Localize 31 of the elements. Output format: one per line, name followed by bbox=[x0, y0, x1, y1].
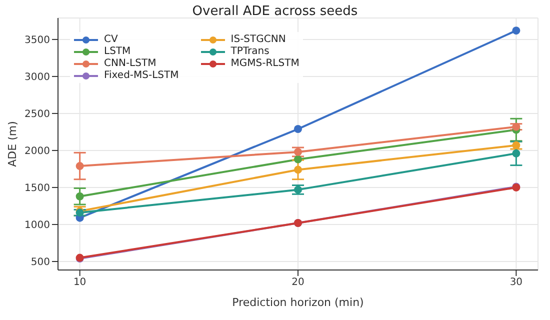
point bbox=[76, 162, 84, 170]
point bbox=[294, 148, 302, 156]
y-tick-label: 1000 bbox=[24, 220, 50, 232]
legend-label: TPTrans bbox=[230, 46, 270, 57]
y-tick-label: 3500 bbox=[24, 35, 50, 46]
legend-label: IS-STGCNN bbox=[230, 34, 286, 45]
point bbox=[294, 186, 302, 194]
legend-label: LSTM bbox=[104, 46, 131, 57]
x-tick-label: 30 bbox=[510, 277, 523, 288]
y-tick-label: 500 bbox=[30, 257, 50, 268]
legend-label: CNN-LSTM bbox=[104, 58, 156, 69]
legend-label: Fixed-MS-LSTM bbox=[104, 70, 179, 81]
legend-label: CV bbox=[104, 34, 118, 45]
x-axis-title: Prediction horizon (min) bbox=[232, 296, 364, 309]
point bbox=[76, 192, 84, 200]
point bbox=[512, 149, 520, 158]
point bbox=[512, 122, 520, 131]
point bbox=[294, 166, 302, 174]
y-tick-label: 1500 bbox=[24, 183, 50, 194]
x-tick-label: 10 bbox=[73, 277, 86, 288]
x-tick-label: 20 bbox=[292, 277, 304, 288]
chart-title: Overall ADE across seeds bbox=[191, 4, 359, 19]
y-tick-label: 3000 bbox=[24, 72, 50, 84]
y-tick-label: 2500 bbox=[24, 109, 50, 120]
y-tick-label: 2000 bbox=[24, 146, 50, 158]
point bbox=[294, 155, 302, 164]
y-axis-title: ADE (m) bbox=[6, 121, 19, 167]
point bbox=[512, 26, 520, 35]
point bbox=[294, 125, 302, 134]
legend-label: MGMS-RLSTM bbox=[230, 58, 300, 69]
point bbox=[512, 141, 520, 150]
